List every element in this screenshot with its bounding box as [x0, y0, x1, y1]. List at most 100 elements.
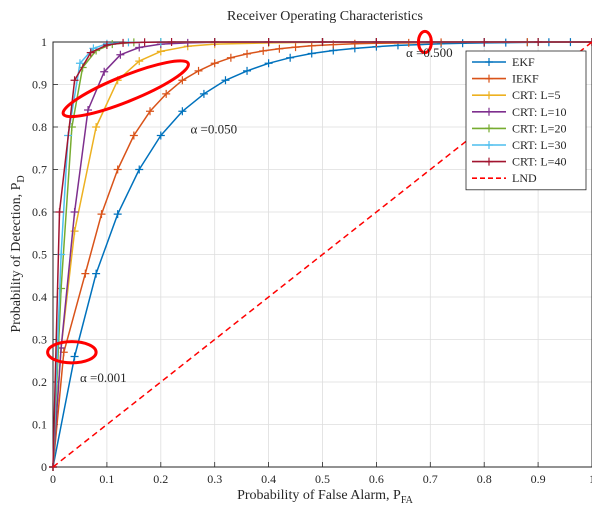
legend-label: LND — [512, 171, 537, 185]
legend-entry: CRT: L=5 — [472, 88, 560, 102]
data-point-marker — [264, 38, 273, 46]
legend-label: CRT: L=10 — [512, 105, 566, 119]
data-point-marker — [178, 76, 187, 85]
data-point-marker — [372, 38, 381, 46]
legend: EKF IEKF CRT: L=5 CRT: L=10 CRT: L=20 CRT: L=… — [465, 50, 587, 191]
legend-label: CRT: L=20 — [512, 121, 566, 135]
data-point-marker — [275, 44, 284, 53]
y-axis-tick-labels: 0 0.1 0.2 0.3 0.4 0.5 0.6 0.7 0.8 0.9 1 — [32, 35, 47, 474]
data-point-marker — [243, 66, 252, 75]
data-point-marker — [156, 131, 165, 140]
x-tick-label: 0.6 — [369, 472, 384, 486]
data-point-marker — [113, 165, 122, 174]
data-point-marker — [146, 107, 155, 116]
legend-marker-sample — [485, 157, 493, 166]
legend-entry: EKF — [472, 55, 535, 69]
data-point-marker — [199, 89, 208, 98]
alpha-annotation-label: α =0.001 — [80, 370, 127, 385]
data-point-marker — [84, 106, 93, 114]
data-point-marker — [259, 46, 268, 55]
series-crt-l-40 — [49, 38, 592, 471]
legend-entry: CRT: L=20 — [472, 121, 566, 135]
data-point-marker — [70, 76, 79, 85]
y-axis-label-subscript: D — [16, 175, 27, 182]
data-point-marker — [264, 59, 273, 68]
data-point-marker — [135, 57, 144, 66]
alpha-annotation-label: α =0.050 — [190, 121, 237, 136]
legend-entry: CRT: L=10 — [472, 105, 566, 119]
x-tick-label: 0.8 — [477, 472, 492, 486]
legend-box — [465, 50, 587, 191]
legend-label: CRT: L=30 — [512, 138, 566, 152]
data-point-marker — [167, 38, 176, 46]
data-point-marker — [129, 131, 138, 140]
data-point-marker — [307, 49, 316, 58]
x-axis-label-subscript: FA — [401, 495, 414, 506]
data-point-marker — [92, 123, 101, 131]
series-line-crt-l-40 — [52, 41, 592, 468]
legend-marker-sample — [485, 58, 493, 66]
data-point-marker — [113, 210, 122, 219]
data-point-marker — [75, 59, 84, 68]
highlight-ellipse — [46, 340, 98, 365]
legend-marker-sample — [485, 91, 493, 100]
data-point-marker — [135, 43, 144, 52]
y-tick-label: 0.7 — [32, 163, 47, 177]
x-axis-label-main: Probability of False Alarm, P — [237, 488, 401, 503]
data-point-marker — [210, 38, 219, 46]
y-tick-label: 0.4 — [32, 290, 47, 304]
data-point-marker — [70, 227, 79, 236]
y-tick-label: 0.2 — [32, 375, 47, 389]
x-tick-label: 0.9 — [531, 472, 546, 486]
data-point-marker — [221, 76, 230, 85]
data-point-marker — [116, 50, 125, 59]
data-point-marker — [350, 39, 359, 48]
legend-label: CRT: L=40 — [512, 155, 566, 169]
data-point-marker — [70, 352, 79, 361]
x-tick-label: 0 — [50, 472, 56, 486]
x-tick-label: 0.1 — [99, 472, 114, 486]
data-point-marker — [404, 38, 413, 47]
x-tick-label: 0.2 — [153, 472, 168, 486]
data-point-marker — [318, 38, 327, 46]
alpha-annotation-label: α =0.500 — [406, 45, 453, 60]
y-tick-label: 0.6 — [32, 205, 47, 219]
legend-entry: CRT: L=40 — [472, 155, 566, 169]
legend-label: IEKF — [512, 72, 539, 86]
alpha-annotations: α =0.001 α =0.050 α =0.500 — [46, 29, 453, 385]
y-axis-label-main: Probability of Detection, P — [9, 182, 24, 332]
data-point-marker — [100, 67, 109, 76]
data-point-marker — [119, 38, 128, 47]
data-point-marker — [55, 208, 64, 216]
legend-entry: IEKF — [472, 72, 539, 86]
x-axis-label: Probability of False Alarm, PFA — [237, 488, 414, 506]
data-point-marker — [86, 48, 95, 57]
data-point-marker — [97, 210, 106, 219]
data-point-marker — [57, 284, 66, 293]
data-point-marker — [140, 38, 149, 47]
y-tick-label: 0.8 — [32, 120, 47, 134]
data-point-marker — [291, 43, 300, 52]
legend-marker-sample — [485, 107, 493, 116]
data-point-marker — [480, 38, 489, 46]
y-tick-label: 0.3 — [32, 333, 47, 347]
y-tick-label: 1 — [41, 35, 47, 49]
data-point-marker — [135, 165, 144, 174]
legend-marker-sample — [485, 124, 493, 133]
x-axis-tick-labels: 0 0.1 0.2 0.3 0.4 0.5 0.6 0.7 0.8 0.9 1 — [50, 472, 592, 486]
x-tick-label: 1 — [589, 472, 592, 486]
data-point-marker — [534, 38, 543, 46]
highlight-ellipse — [61, 59, 190, 119]
data-point-marker — [588, 38, 592, 46]
legend-label: EKF — [512, 55, 535, 69]
data-point-marker — [226, 53, 235, 62]
data-point-marker — [178, 107, 187, 116]
data-point-marker — [156, 47, 165, 56]
y-tick-label: 0.5 — [32, 248, 47, 262]
data-point-marker — [102, 40, 111, 49]
y-tick-label: 0.9 — [32, 78, 47, 92]
data-point-marker — [194, 66, 203, 75]
legend-marker-sample — [485, 74, 493, 83]
x-tick-label: 0.5 — [315, 472, 330, 486]
